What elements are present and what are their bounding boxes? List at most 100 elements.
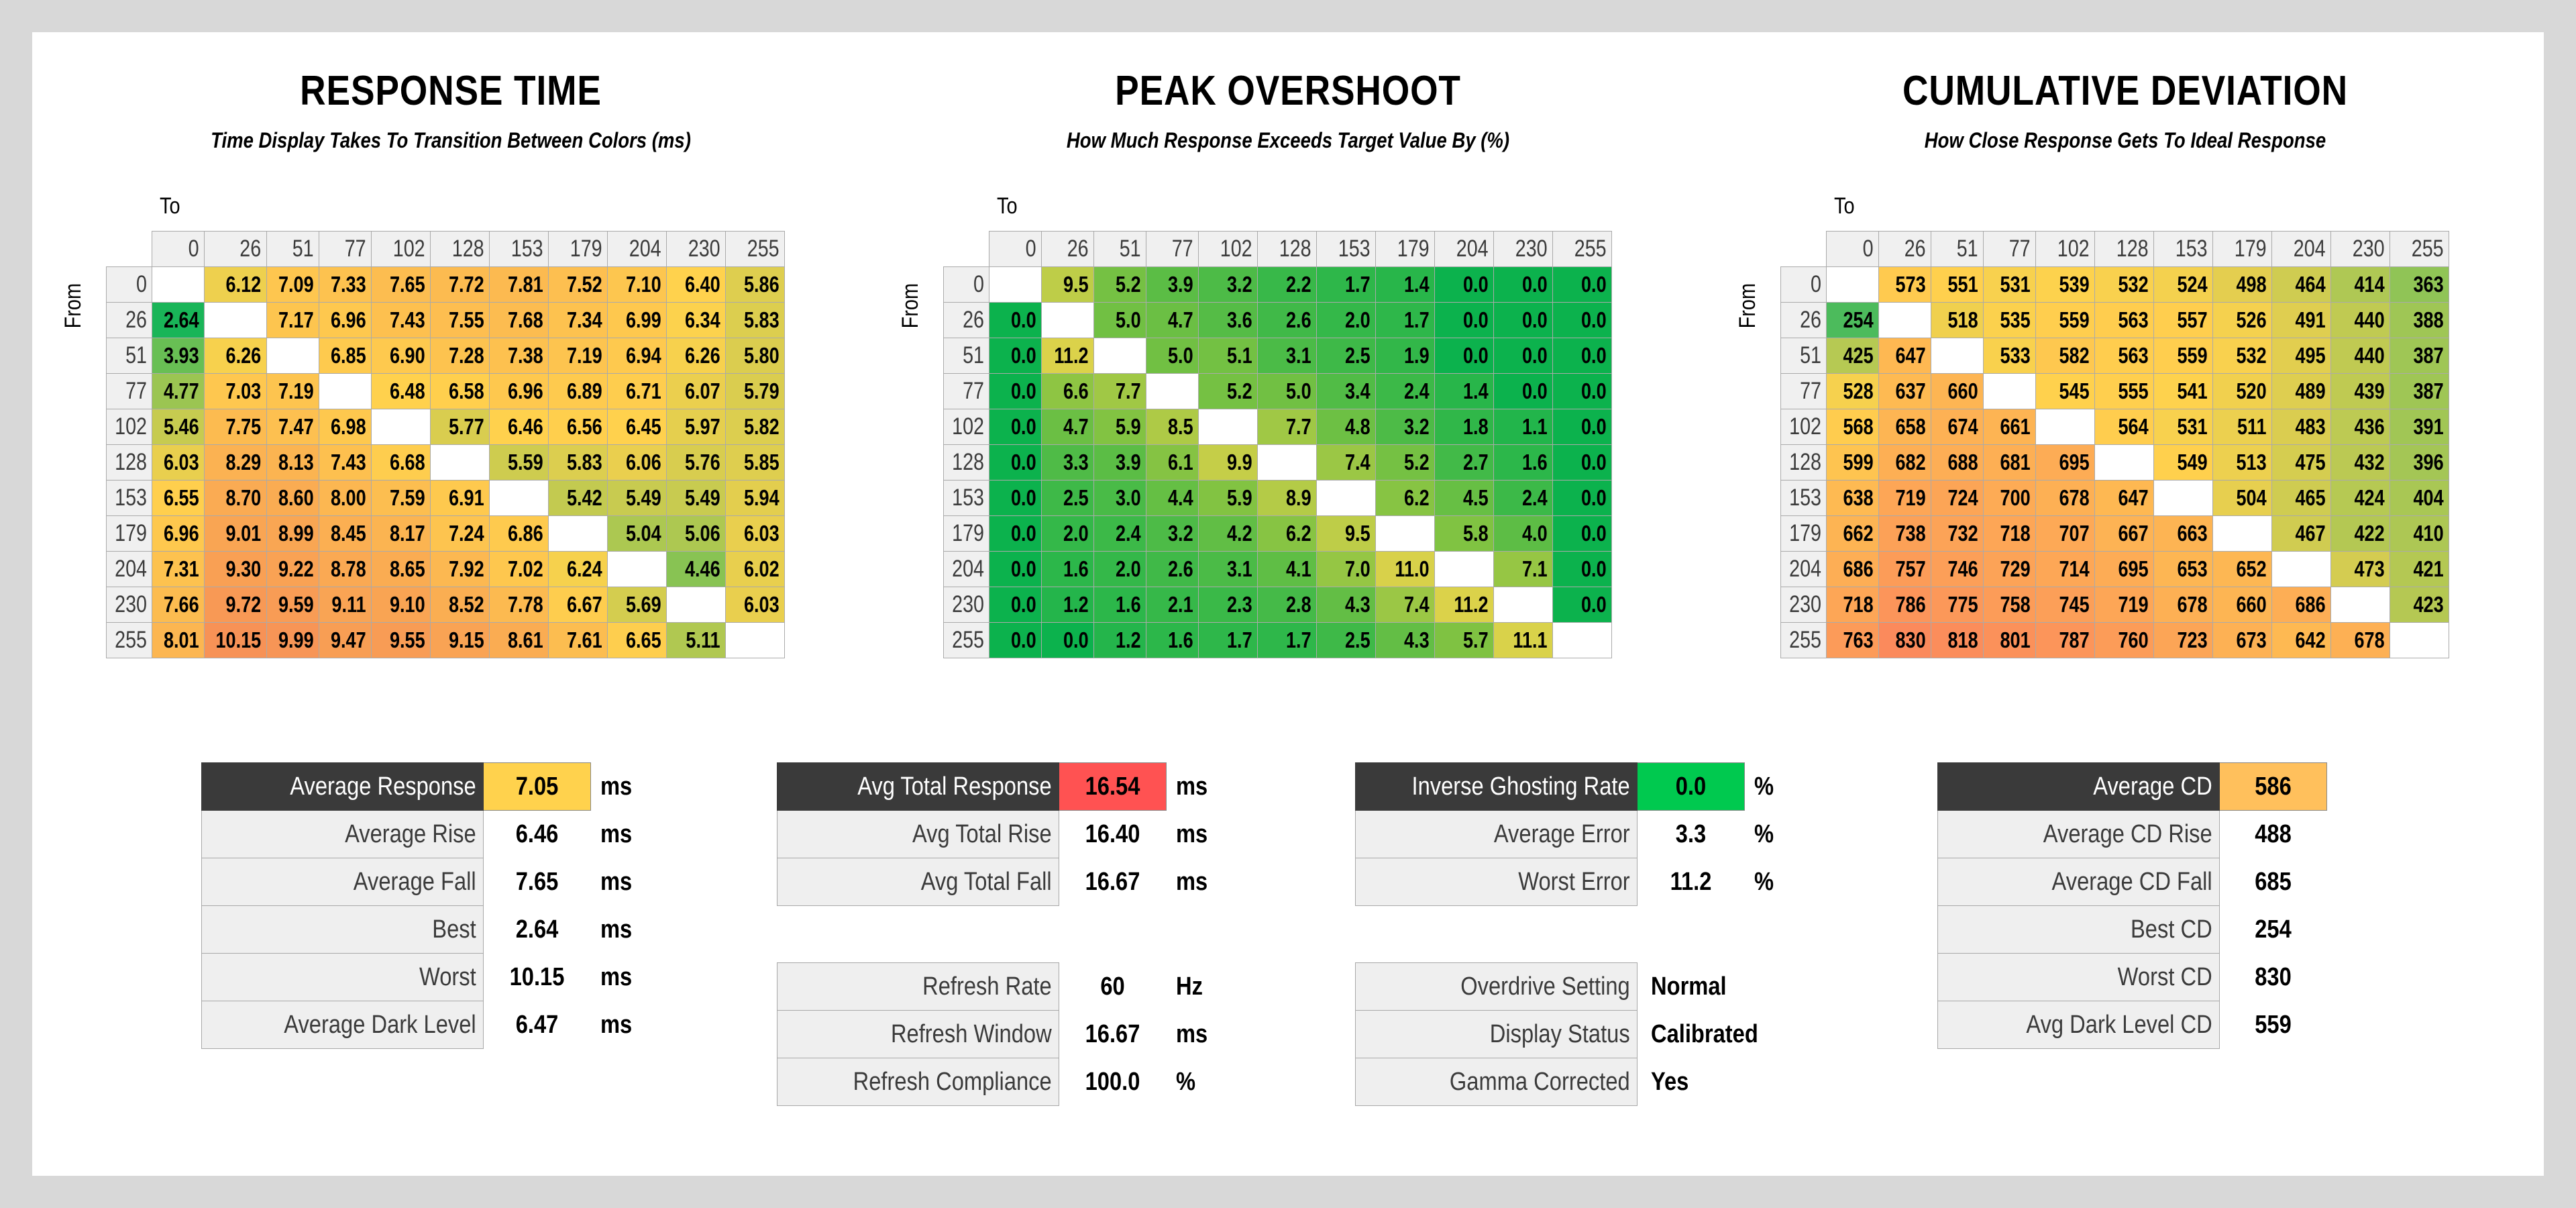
- matrix-cell: 4.3: [1316, 587, 1377, 623]
- matrix-cell: 667: [2094, 515, 2155, 552]
- matrix-cell: 678: [2330, 622, 2391, 658]
- matrix-cell: 410: [2390, 515, 2450, 552]
- matrix-cell: 4.3: [1375, 622, 1436, 658]
- matrix-cell: 647: [1878, 338, 1932, 374]
- matrix-cell: 0.0: [989, 587, 1042, 623]
- matrix-cell: 661: [1983, 409, 2037, 445]
- matrix-cell: 6.34: [666, 302, 726, 338]
- matrix-cell: 2.5: [1316, 622, 1377, 658]
- summary-response-label: Average Response: [201, 762, 484, 811]
- matrix-row: 102 5.46 7.75 7.47 6.98 5.77 6.46 6.56 6.45 5.97 5…: [105, 409, 785, 445]
- matrix-cell: 0.0: [989, 622, 1042, 658]
- panel-title: PEAK OVERSHOOT: [1115, 68, 1461, 114]
- matrix-col-header: 230: [2330, 231, 2391, 267]
- matrix-row-header: 204: [943, 551, 990, 587]
- matrix-cell: 432: [2330, 444, 2391, 481]
- matrix-cell: 8.78: [319, 551, 372, 587]
- matrix-cell: 1.4: [1375, 266, 1436, 303]
- matrix-cell: 723: [2153, 622, 2214, 658]
- matrix-cell: 0.0: [989, 409, 1042, 445]
- matrix-cell: 555: [2094, 373, 2155, 409]
- matrix-col-header: 255: [2390, 231, 2450, 267]
- matrix-col-header: 179: [1375, 231, 1436, 267]
- matrix-cell: 658: [1878, 409, 1932, 445]
- panel-response-time: RESPONSE TIME Time Display Takes To Tran…: [32, 32, 869, 744]
- matrix-col-header: 128: [1257, 231, 1318, 267]
- matrix-cell: 7.19: [266, 373, 319, 409]
- matrix-cell-diagonal: [1257, 444, 1318, 481]
- matrix-cell: 0.0: [989, 515, 1042, 552]
- matrix-row: 230 0.0 1.2 1.6 2.1 2.3 2.8 4.3 7.4 11.2 0.0: [943, 587, 1613, 623]
- matrix-cell: 5.9: [1198, 480, 1258, 516]
- summary-total-row: Avg Total Fall 16.67 ms: [777, 858, 1247, 906]
- matrix-col-header: 0: [989, 231, 1042, 267]
- matrix-row-header: 51: [1780, 338, 1827, 374]
- matrix-cell: 387: [2390, 338, 2450, 374]
- matrix-cell: 6.6: [1041, 373, 1095, 409]
- matrix-cell: 678: [2035, 480, 2096, 516]
- matrix-cell: 0.0: [1552, 480, 1613, 516]
- matrix-cell: 9.15: [430, 622, 490, 658]
- matrix-cell-diagonal: [319, 373, 372, 409]
- matrix-cell: 11.1: [1493, 622, 1554, 658]
- matrix-cell: 1.7: [1198, 622, 1258, 658]
- matrix-cell: 6.99: [607, 302, 667, 338]
- matrix-cell: 5.94: [725, 480, 785, 516]
- matrix-cell-diagonal: [1983, 373, 2037, 409]
- summary-display-label: Gamma Corrected: [1355, 1058, 1638, 1106]
- matrix-row: 77 4.77 7.03 7.19 6.48 6.58 6.96 6.89 6.71 6.07 5.…: [105, 373, 785, 409]
- matrix-cell: 524: [2153, 266, 2214, 303]
- matrix-cell: 11.0: [1375, 551, 1436, 587]
- matrix-cell: 3.6: [1198, 302, 1258, 338]
- matrix-row: 0 6.12 7.09 7.33 7.65 7.72 7.81 7.52 7.10 6.40 5.8…: [105, 266, 785, 303]
- matrix-row-header: 230: [105, 587, 153, 623]
- matrix-row-header: 0: [105, 266, 153, 303]
- matrix-cell: 0.0: [1552, 409, 1613, 445]
- matrix-row-header: 230: [1780, 587, 1827, 623]
- matrix-cell: 9.55: [371, 622, 431, 658]
- summary-response-label: Average Rise: [201, 810, 484, 858]
- matrix-cell: 7.43: [371, 302, 431, 338]
- summary-ghosting-unit: %: [1754, 772, 1774, 801]
- summary-display-row: Gamma Corrected Yes: [1355, 1058, 1825, 1106]
- matrix-row: 255 0.0 0.0 1.2 1.6 1.7 1.7 2.5 4.3 5.7 11.1: [943, 622, 1613, 658]
- matrix-cell-diagonal: [2390, 622, 2450, 658]
- matrix-col-header: 77: [1146, 231, 1199, 267]
- matrix-cell: 2.2: [1257, 266, 1318, 303]
- matrix-cell: 718: [1983, 515, 2037, 552]
- summary-response-value: 10.15: [509, 962, 565, 991]
- matrix-cell: 2.5: [1316, 338, 1377, 374]
- matrix-cell: 0.0: [1552, 444, 1613, 481]
- matrix-corner: [106, 231, 152, 267]
- matrix-cell: 9.47: [319, 622, 372, 658]
- matrix-row-header: 26: [105, 302, 153, 338]
- matrix-cell: 2.0: [1041, 515, 1095, 552]
- matrix-row: 0 9.5 5.2 3.9 3.2 2.2 1.7 1.4 0.0 0.0 0.0: [943, 266, 1613, 303]
- matrix-cell: 0.0: [989, 480, 1042, 516]
- matrix-cell: 6.26: [204, 338, 267, 374]
- matrix-cell: 6.71: [607, 373, 667, 409]
- matrix-cell: 9.30: [204, 551, 267, 587]
- matrix-cell: 7.59: [371, 480, 431, 516]
- matrix-cell: 495: [2271, 338, 2332, 374]
- matrix-row: 77 0.0 6.6 7.7 5.2 5.0 3.4 2.4 1.4 0.0 0.0: [943, 373, 1613, 409]
- matrix-cell-diagonal: [2153, 480, 2214, 516]
- matrix-row-header: 77: [105, 373, 153, 409]
- matrix-cell: 0.0: [989, 302, 1042, 338]
- matrix-cell: 6.2: [1257, 515, 1318, 552]
- matrix-cell: 695: [2035, 444, 2096, 481]
- matrix-cell: 7.68: [489, 302, 549, 338]
- panel-subtitle: How Much Response Exceeds Target Value B…: [1066, 128, 1510, 152]
- matrix-cell: 681: [1983, 444, 2037, 481]
- matrix-cell: 637: [1878, 373, 1932, 409]
- matrix-cell: 4.46: [666, 551, 726, 587]
- axis-label-from: From: [60, 283, 86, 329]
- matrix-row: 51 3.93 6.26 6.85 6.90 7.28 7.38 7.19 6.94 6.26 5.…: [105, 338, 785, 374]
- matrix-cell: 7.02: [489, 551, 549, 587]
- matrix-col-header: 255: [1552, 231, 1613, 267]
- matrix-cell: 1.7: [1375, 302, 1436, 338]
- matrix-cell: 1.4: [1434, 373, 1495, 409]
- matrix-row: 255 8.01 10.15 9.99 9.47 9.55 9.15 8.61 7.61 6.65…: [105, 622, 785, 658]
- matrix-cell: 9.22: [266, 551, 319, 587]
- matrix-cell: 6.98: [319, 409, 372, 445]
